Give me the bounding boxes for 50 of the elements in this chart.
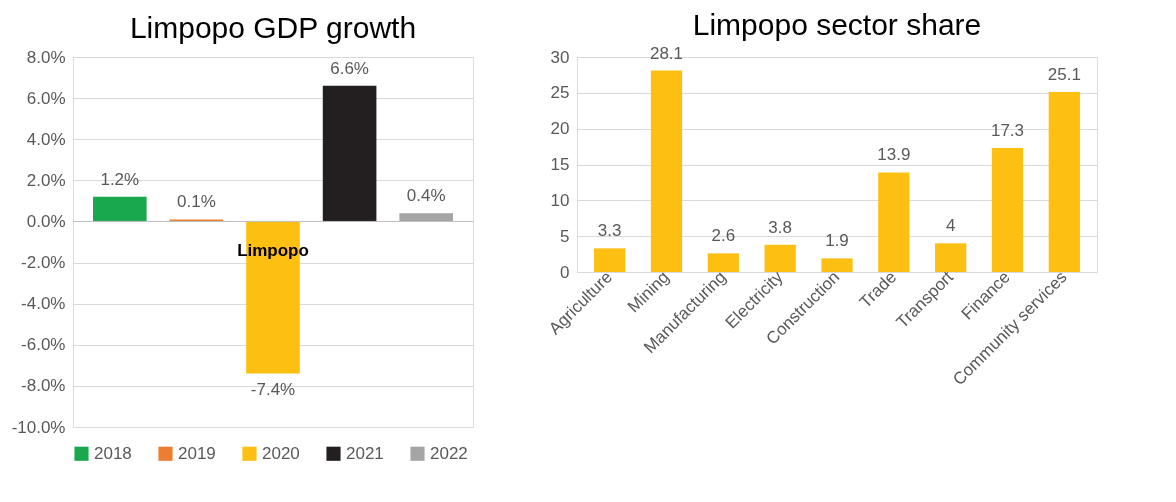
bar <box>764 244 796 272</box>
y-tick-label: 10 <box>550 190 570 210</box>
y-tick-label: 30 <box>550 47 570 67</box>
data-label: 28.1 <box>649 43 684 63</box>
data-label: 1.2% <box>100 169 140 189</box>
legend-label: 2018 <box>94 443 132 463</box>
y-tick-label: 4.0% <box>26 129 66 149</box>
chart-title: Limpopo sector share <box>692 7 982 41</box>
chart-title: Limpopo GDP growth <box>129 11 417 44</box>
data-label: 25.1 <box>1047 65 1081 85</box>
bar <box>169 219 224 222</box>
y-tick-label: 2.0% <box>26 170 66 190</box>
bar <box>821 258 853 272</box>
data-label: 3.3 <box>597 221 622 241</box>
y-tick-label: -2.0% <box>21 253 66 273</box>
bar <box>878 172 910 272</box>
y-tick-label: 20 <box>550 119 570 139</box>
y-tick-label: 0.0% <box>26 211 66 231</box>
y-tick-label: 6.0% <box>26 88 66 108</box>
y-tick-label: -6.0% <box>21 335 66 355</box>
bar <box>594 248 626 272</box>
data-label: -7.4% <box>250 379 296 399</box>
legend-label: 2019 <box>178 443 216 463</box>
y-tick-label: 25 <box>550 83 570 103</box>
bar <box>322 85 377 222</box>
data-label: 17.3 <box>990 121 1025 141</box>
bar <box>650 70 683 272</box>
bar <box>93 196 147 222</box>
data-label: 3.8 <box>768 217 792 237</box>
y-tick-label: 15 <box>550 155 570 174</box>
bar <box>991 148 1024 272</box>
y-tick-label: 8.0% <box>26 47 66 67</box>
data-label: 2.6 <box>711 226 736 246</box>
data-label: 6.6% <box>330 58 369 78</box>
y-tick-label: -10.0% <box>11 417 66 437</box>
legend-label: 2022 <box>430 443 468 463</box>
y-tick-label: -4.0% <box>21 294 66 314</box>
bar <box>707 253 739 272</box>
bar <box>935 243 967 272</box>
y-tick-label: 5 <box>560 226 570 246</box>
data-label: 4 <box>945 216 956 236</box>
data-label: 0.4% <box>406 186 446 206</box>
data-label: 0.1% <box>177 192 216 212</box>
bar <box>399 213 453 222</box>
legend-label: 2021 <box>346 443 384 463</box>
data-label: 13.9 <box>877 145 911 165</box>
bar <box>1048 92 1080 272</box>
data-label: 1.9 <box>825 231 849 251</box>
y-tick-label: -8.0% <box>21 376 66 396</box>
legend-label: 2020 <box>262 443 300 463</box>
